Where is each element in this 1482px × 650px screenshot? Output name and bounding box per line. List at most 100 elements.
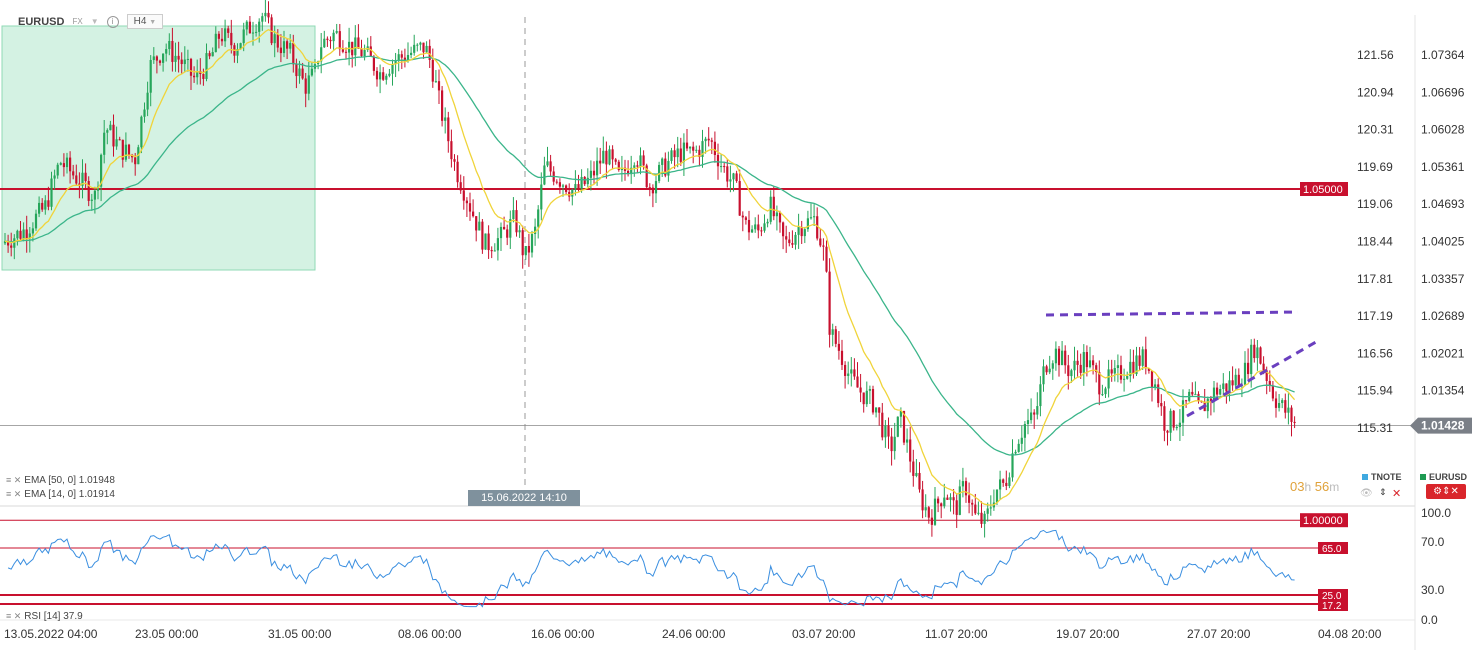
candle-body <box>676 148 679 158</box>
settings-icon[interactable]: ≡ ✕ <box>6 475 22 485</box>
candle-body <box>1113 368 1116 374</box>
symbol-label[interactable]: EURUSD <box>18 15 65 28</box>
time-tick-label: 04.08 20:00 <box>1318 627 1382 641</box>
eye-icon[interactable]: 👁 <box>1360 488 1373 499</box>
candle-body <box>1144 349 1147 369</box>
rsi-level-tag-bg <box>1318 542 1348 554</box>
candle-body <box>1135 355 1138 375</box>
candle-body <box>394 60 397 65</box>
candle-body <box>1222 383 1225 389</box>
candle-body <box>1079 364 1082 373</box>
candle-body <box>940 503 943 507</box>
tnote-tick-label: 119.06 <box>1357 197 1393 211</box>
candle-body <box>227 28 230 33</box>
level-tag-label: 1.05000 <box>1303 184 1343 196</box>
candle-body <box>183 59 186 65</box>
candle-body <box>1200 401 1203 403</box>
candle-body <box>1284 400 1287 413</box>
candle-body <box>211 52 214 57</box>
candle-body <box>441 90 444 121</box>
compare-tag-eurusd[interactable]: EURUSD <box>1420 472 1467 482</box>
candle-body <box>1014 451 1017 454</box>
candle-body <box>1172 410 1175 428</box>
candle-body <box>344 51 348 53</box>
candle-body <box>276 34 279 48</box>
candle-body <box>707 138 710 141</box>
candle-body <box>521 230 524 256</box>
candle-body <box>19 230 22 239</box>
timeframe-select[interactable]: H4 ▼ <box>126 14 164 29</box>
candle-body <box>819 238 822 246</box>
candle-body <box>1175 427 1178 429</box>
close-icon[interactable]: ✕ <box>1392 488 1402 500</box>
countdown-minutes-unit: m <box>1329 480 1340 494</box>
candle-body <box>611 149 614 160</box>
candle-body <box>930 517 933 525</box>
candle-body <box>1088 360 1092 368</box>
candle-body <box>642 155 645 166</box>
candle-body <box>1209 398 1212 402</box>
tnote-tick-label: 118.44 <box>1357 235 1393 249</box>
candle-body <box>921 489 924 511</box>
price-tick-label: 1.05361 <box>1421 160 1465 174</box>
candle-body <box>1023 424 1026 438</box>
candle-body <box>1181 400 1185 423</box>
candle-body <box>1141 349 1144 366</box>
settings-icon[interactable]: ≡ ✕ <box>6 611 22 621</box>
candle-body <box>555 181 558 183</box>
candle-body <box>785 236 788 240</box>
candle-body <box>1250 344 1253 375</box>
settings-button[interactable]: ⚙⇕✕ <box>1426 484 1466 499</box>
candle-body <box>360 48 363 57</box>
candle-body <box>713 141 716 155</box>
candle-body <box>906 439 909 443</box>
candle-body <box>385 75 388 80</box>
candle-body <box>828 271 831 335</box>
rsi-legend[interactable]: ≡ ✕ RSI [14] 37.9 <box>6 611 83 622</box>
rsi-line <box>7 529 1295 608</box>
time-tick-label: 03.07 20:00 <box>792 627 856 641</box>
time-tick-label: 31.05 00:00 <box>268 627 332 641</box>
settings-icon[interactable]: ≡ ✕ <box>6 489 22 499</box>
candle-body <box>31 228 34 234</box>
crosshair-date-flag: 15.06.2022 14:10 <box>468 490 580 506</box>
compare-tag-tnote[interactable]: TNOTE <box>1362 472 1402 482</box>
ema50-legend[interactable]: ≡ ✕ EMA [50, 0] 1.01948 <box>6 475 115 486</box>
rsi-level-tag-label: 65.0 <box>1322 544 1342 555</box>
candle-body <box>1268 380 1271 386</box>
rsi-level-tag-label: 17.2 <box>1322 601 1342 612</box>
candle-body <box>65 157 69 168</box>
candle-body <box>983 513 986 524</box>
candle-body <box>174 55 177 62</box>
candle-body <box>524 245 527 256</box>
candle-body <box>16 230 19 239</box>
price-tick-label: 1.07364 <box>1421 48 1465 62</box>
candle-body <box>292 42 295 65</box>
candle-body <box>202 73 205 79</box>
candle-body <box>375 70 379 80</box>
candle-body <box>1045 366 1048 373</box>
candle-body <box>924 507 927 511</box>
candle-body <box>53 175 56 179</box>
candle-body <box>149 59 152 93</box>
chevron-down-icon[interactable]: ▼ <box>90 17 99 26</box>
candle-body <box>509 219 512 238</box>
time-tick-label: 13.05.2022 04:00 <box>4 627 98 641</box>
candle-body <box>673 150 676 158</box>
candle-body <box>326 38 329 40</box>
candle-body <box>413 44 416 53</box>
ema14-legend[interactable]: ≡ ✕ EMA [14, 0] 1.01914 <box>6 489 115 500</box>
sort-icon[interactable]: ⇕ <box>1379 487 1387 497</box>
rsi-label: RSI [14] 37.9 <box>24 611 83 622</box>
rsi-axis-label: 30.0 <box>1421 583 1445 597</box>
info-icon[interactable]: i <box>106 15 119 28</box>
price-tick-label: 1.06028 <box>1421 123 1465 137</box>
candle-body <box>1157 384 1160 404</box>
candle-body <box>933 498 937 525</box>
candle-body <box>506 229 509 238</box>
candle-body <box>487 233 490 251</box>
candle-body <box>369 46 372 57</box>
candle-body <box>732 173 735 180</box>
candle-body <box>1070 370 1073 377</box>
